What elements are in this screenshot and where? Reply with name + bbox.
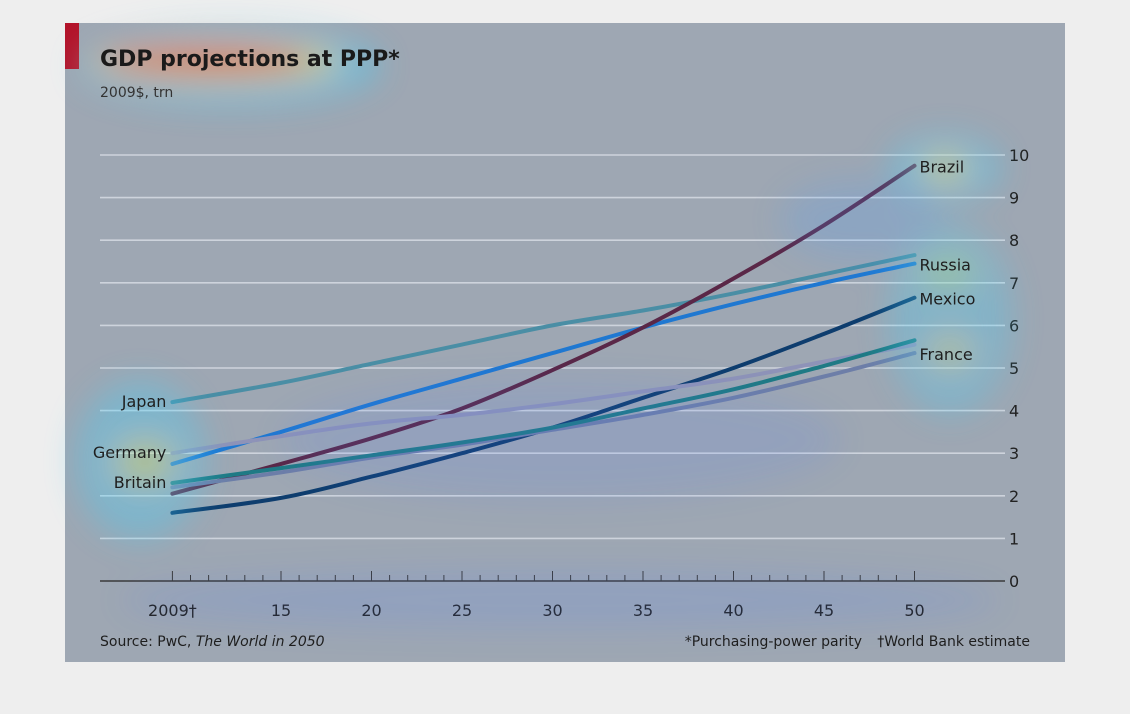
source-prefix: Source: PwC, bbox=[100, 634, 196, 650]
series-label-japan: Japan bbox=[121, 392, 167, 411]
brand-accent-bar bbox=[65, 23, 79, 69]
heatmap-blob-france-mid bbox=[928, 338, 972, 366]
y-tick-label-9: 9 bbox=[1009, 189, 1019, 208]
y-tick-label-1: 1 bbox=[1009, 529, 1019, 548]
series-label-russia: Russia bbox=[920, 256, 971, 275]
footnote-ppp: *Purchasing-power parity bbox=[685, 634, 862, 650]
y-tick-label-6: 6 bbox=[1009, 316, 1019, 335]
series-label-mexico: Mexico bbox=[920, 290, 976, 309]
heatmap-blob-title-hot bbox=[100, 46, 310, 74]
source-title: The World in 2050 bbox=[196, 634, 325, 650]
y-tick-label-8: 8 bbox=[1009, 231, 1019, 250]
heatmap-blob-left-labels-mid bbox=[115, 440, 175, 484]
y-tick-label-7: 7 bbox=[1009, 274, 1019, 293]
series-label-britain: Britain bbox=[114, 473, 167, 492]
heatmap-blob-brazil-mid bbox=[921, 154, 969, 182]
footnote-world-bank: †World Bank estimate bbox=[877, 634, 1030, 650]
heatmap-blob-mid-lines-halo bbox=[280, 380, 840, 500]
attention-heatmap-overlay bbox=[75, 28, 1012, 628]
series-label-germany: Germany bbox=[93, 443, 167, 462]
y-tick-label-4: 4 bbox=[1009, 402, 1019, 421]
chart-title: GDP projections at PPP* bbox=[100, 47, 400, 72]
series-label-brazil: Brazil bbox=[920, 158, 965, 177]
y-axis-tick-labels: 0 1 2 3 4 5 6 7 8 9 10 bbox=[1009, 146, 1029, 591]
series-label-france: France bbox=[920, 345, 973, 364]
source-note: Source: PwC, The World in 2050 bbox=[100, 634, 325, 650]
series-direct-labels: Japan Germany Britain Brazil Russia Mexico Fra… bbox=[93, 158, 976, 492]
series-line-japan bbox=[170, 253, 917, 405]
y-tick-label-3: 3 bbox=[1009, 444, 1019, 463]
heatmap-blob-brazil-line-halo bbox=[780, 180, 940, 260]
y-tick-label-10: 10 bbox=[1009, 146, 1029, 165]
y-tick-label-2: 2 bbox=[1009, 487, 1019, 506]
y-tick-label-5: 5 bbox=[1009, 359, 1019, 378]
heatmap-blob-axis-halo bbox=[120, 572, 1000, 628]
chart-subtitle: 2009$, trn bbox=[100, 85, 173, 101]
heatmap-blob-right-labels-halo bbox=[888, 225, 1012, 415]
y-tick-label-0: 0 bbox=[1009, 572, 1019, 591]
